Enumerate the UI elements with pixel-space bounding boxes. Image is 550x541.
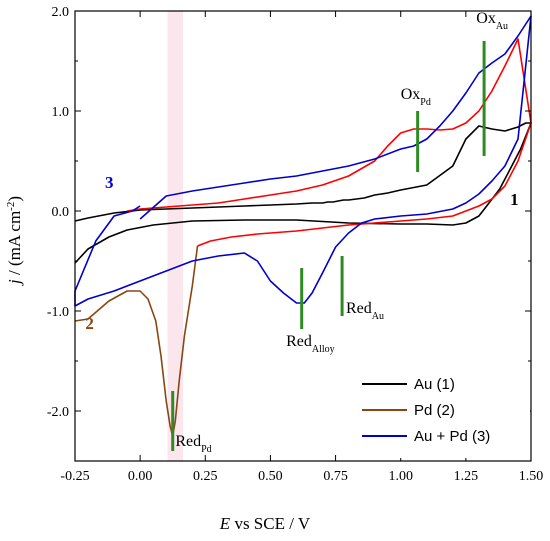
peak-annotation: RedPd (175, 433, 211, 455)
x-tick-label: 1.50 (519, 469, 544, 484)
peak-highlight-band (167, 11, 184, 461)
x-tick-label: -0.25 (60, 469, 89, 484)
plot-frame (74, 10, 532, 462)
curve-number-label: 1 (510, 190, 519, 209)
series-line-pd-red (126, 38, 532, 247)
x-tick-label: 0.25 (193, 469, 218, 484)
peak-annotation: RedAlloy (286, 333, 335, 355)
y-tick-label: 2.0 (52, 5, 70, 20)
legend: Au (1) Pd (2) Au + Pd (3) (352, 370, 530, 458)
x-tick-label: 0.75 (323, 469, 348, 484)
peak-annotation: OxAu (476, 10, 508, 32)
y-tick-label: 1.0 (52, 105, 70, 120)
y-axis-title-symbol: j (5, 279, 24, 286)
x-tick-label: 0.00 (128, 469, 153, 484)
x-axis-title-symbol: E (219, 514, 231, 533)
curve-number-label: 2 (85, 314, 94, 333)
x-tick-label: 1.25 (454, 469, 479, 484)
series-line-au-pd-3 (74, 15, 532, 307)
series-line-pd-2 (74, 245, 199, 437)
y-tick-label: -1.0 (47, 305, 69, 320)
peak-annotation: OxPd (401, 86, 431, 108)
legend-label-au-pd-3: Au + Pd (3) (414, 428, 490, 445)
y-tick-label: 0.0 (52, 205, 70, 220)
series-line-au-1 (74, 122, 532, 264)
legend-label-au-1: Au (1) (414, 376, 455, 393)
y-axis-title-text: / (mA cm (5, 211, 24, 279)
peak-annotation: RedAu (346, 300, 384, 322)
legend-label-pd-2: Pd (2) (414, 402, 455, 419)
x-tick-label: 0.50 (258, 469, 283, 484)
y-tick-label: -2.0 (47, 405, 69, 420)
x-axis-title-text: vs SCE / V (230, 514, 311, 533)
y-axis-title-end: ) (5, 196, 24, 202)
y-axis-title: j / (mA cm-2) (5, 196, 24, 286)
curve-number-label: 3 (105, 173, 114, 192)
x-tick-label: 1.00 (388, 469, 413, 484)
y-axis-title-superscript: -2 (5, 202, 17, 211)
x-axis-title: E vs SCE / V (219, 514, 311, 533)
